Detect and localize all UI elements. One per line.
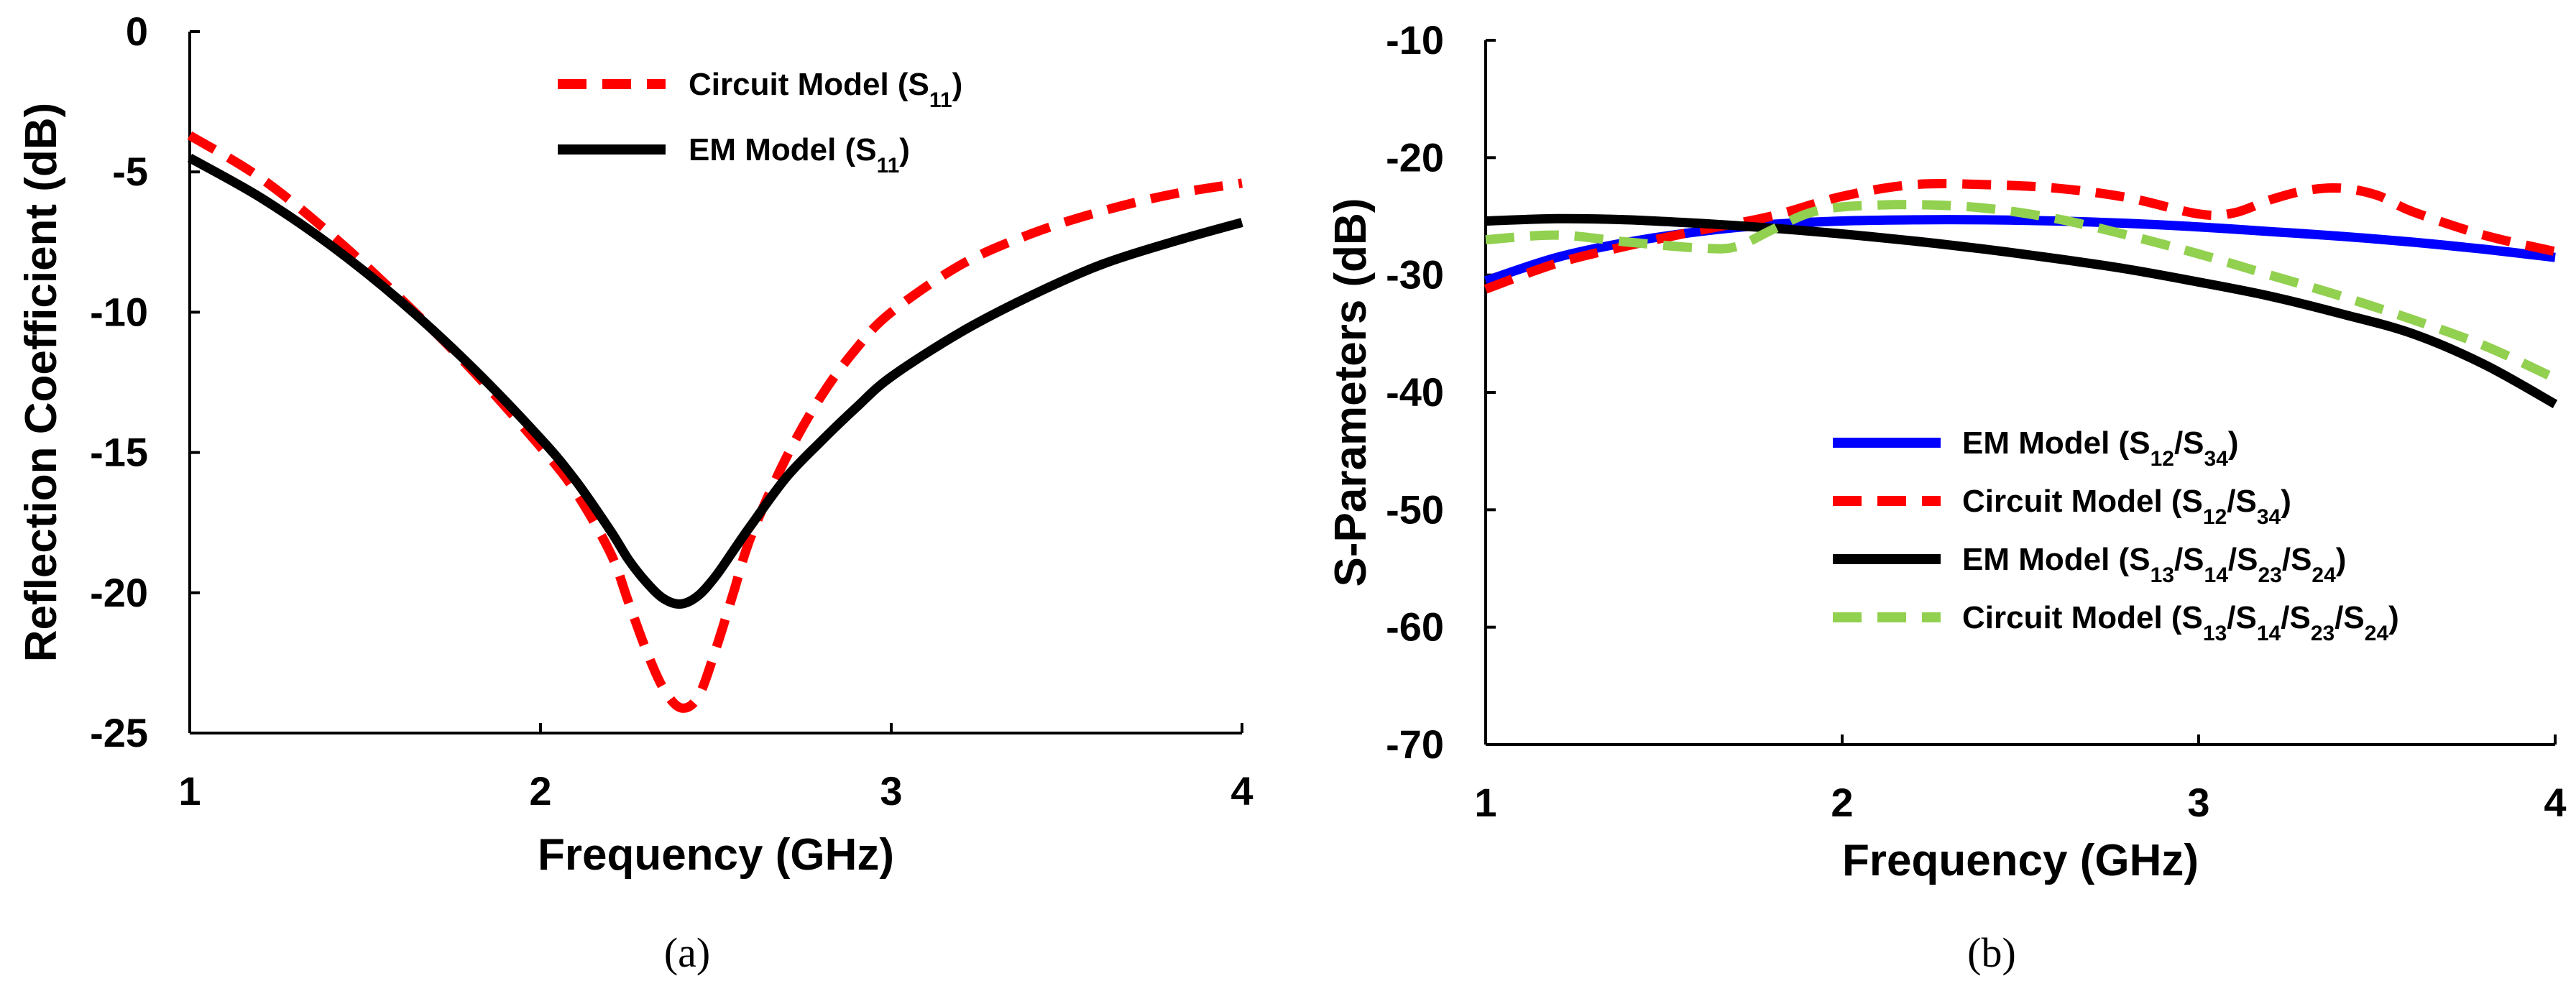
legend-label: Circuit Model (S13/S14/S23/S24) [1962, 600, 2399, 645]
legend-label-part: ) [899, 132, 910, 167]
legend-label-part: /S [2174, 425, 2204, 461]
legend-label-part: /S [2227, 484, 2257, 519]
legend: Circuit Model (S11)EM Model (S11) [558, 67, 962, 178]
y-tick-label: -10 [1386, 17, 1444, 63]
legend-label-subscript: 23 [2311, 622, 2334, 645]
series-line-3 [1485, 213, 2558, 408]
legend-label-subscript: 34 [2204, 447, 2229, 471]
legend-label-subscript: 34 [2257, 505, 2281, 529]
legend-label: EM Model (S12/S34) [1962, 425, 2239, 471]
y-tick-label: -50 [1386, 487, 1444, 532]
legend-label-part: /S [2174, 542, 2204, 577]
y-tick-label: -60 [1386, 604, 1444, 650]
y-axis-title: Reflection Coefficient (dB) [17, 103, 66, 662]
y-tick-label: -10 [90, 289, 148, 334]
y-tick-label: -30 [1386, 252, 1444, 298]
series-line-2 [1484, 179, 2557, 294]
legend-label-part: EM Model (S [1962, 542, 2150, 577]
legend-label-subscript: 14 [2257, 622, 2281, 645]
x-tick-label: 2 [1831, 780, 1853, 825]
y-tick-label: -5 [112, 149, 148, 194]
y-tick-label: -20 [1386, 134, 1444, 180]
legend-label-subscript: 13 [2203, 622, 2227, 645]
legend-label-part: ) [2336, 542, 2347, 577]
y-tick-label: -20 [90, 570, 148, 615]
legend-label-part: Circuit Model (S [689, 67, 929, 102]
y-axis-title: S-Parameters (dB) [1326, 198, 1376, 587]
legend: EM Model (S12/S34)Circuit Model (S12/S34… [1833, 425, 2399, 645]
legend-label: Circuit Model (S12/S34) [1962, 484, 2291, 529]
y-tick-label: -25 [90, 710, 148, 755]
series-line-2 [187, 154, 1243, 609]
x-tick-label: 3 [2187, 780, 2209, 825]
legend-label-part: /S [2334, 600, 2365, 635]
legend-label-part: ) [2281, 484, 2291, 519]
legend-label-part: ) [952, 67, 963, 102]
legend-label-subscript: 23 [2258, 563, 2281, 587]
chart-a-reflection-coefficient: 1 2 3 4 0 -5 -10 -15 -20 -25 Frequency (GHz) Reflec… [17, 9, 1254, 976]
legend-label-part: ) [2228, 425, 2239, 461]
x-axis-title: Frequency (GHz) [1842, 836, 2199, 885]
x-tick-label: 3 [880, 768, 902, 814]
legend-label-part: ) [2388, 600, 2399, 635]
x-tick-label: 1 [178, 768, 201, 814]
y-tick-label: 0 [126, 9, 148, 54]
series-line-1 [187, 131, 1243, 713]
legend-label-part: /S [2282, 542, 2312, 577]
legend-label-subscript: 13 [2150, 563, 2174, 587]
legend-label: EM Model (S13/S14/S23/S24) [1962, 542, 2346, 587]
panel-caption: (b) [1967, 929, 2016, 976]
legend-label-part: Circuit Model (S [1962, 484, 2203, 519]
legend-label-subscript: 11 [877, 154, 900, 178]
legend-label-subscript: 14 [2204, 563, 2229, 587]
y-tick-label: -70 [1386, 722, 1444, 767]
panel-caption: (a) [664, 929, 710, 976]
legend-label-part: Circuit Model (S [1962, 600, 2203, 635]
x-tick-label: 1 [1474, 780, 1496, 825]
legend-label-part: /S [2228, 542, 2258, 577]
legend-label: EM Model (S11) [689, 132, 910, 178]
legend-label-part: EM Model (S [1962, 425, 2150, 461]
series-line-1 [1484, 215, 2556, 285]
legend-label-subscript: 24 [2312, 563, 2336, 587]
y-tick-label: -40 [1386, 369, 1444, 415]
x-tick-label: 2 [529, 768, 551, 814]
legend-label-part: /S [2227, 600, 2257, 635]
legend-label-part: /S [2281, 600, 2311, 635]
legend-label-subscript: 12 [2150, 447, 2174, 471]
series-line-4 [1485, 200, 2557, 383]
legend-label-subscript: 11 [929, 88, 952, 112]
legend-label-subscript: 12 [2203, 505, 2227, 529]
legend-label-subscript: 24 [2365, 622, 2389, 645]
x-tick-label: 4 [2544, 780, 2566, 825]
legend-label-part: EM Model (S [689, 132, 877, 167]
legend-label: Circuit Model (S11) [689, 67, 962, 112]
y-tick-label: -15 [90, 430, 148, 475]
x-axis-title: Frequency (GHz) [538, 830, 894, 880]
x-tick-label: 4 [1230, 768, 1253, 814]
